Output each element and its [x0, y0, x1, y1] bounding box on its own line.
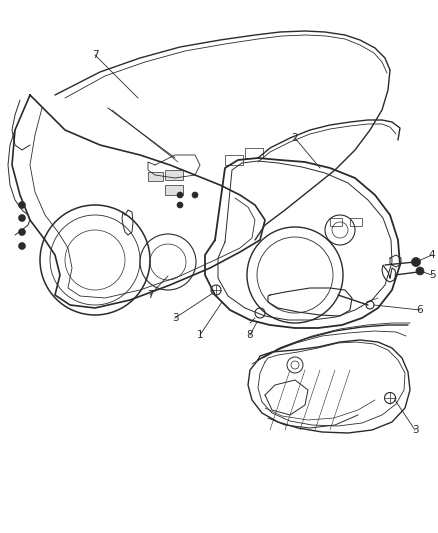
Bar [350, 218, 362, 226]
Bar [165, 170, 183, 180]
Bar [330, 218, 342, 226]
Text: 1: 1 [197, 330, 203, 340]
Circle shape [411, 257, 420, 266]
Circle shape [192, 192, 198, 198]
Circle shape [18, 229, 25, 236]
Text: 8: 8 [247, 330, 253, 340]
Bar [148, 172, 163, 181]
Circle shape [18, 243, 25, 249]
Circle shape [416, 267, 424, 275]
Circle shape [177, 202, 183, 208]
Bar [245, 148, 263, 158]
Text: 3: 3 [412, 425, 418, 435]
Text: 6: 6 [417, 305, 423, 315]
Circle shape [18, 201, 25, 208]
Text: 2: 2 [292, 133, 298, 143]
Circle shape [177, 192, 183, 198]
Text: 7: 7 [92, 50, 98, 60]
Bar [165, 185, 183, 195]
Text: 4: 4 [429, 250, 435, 260]
Bar [225, 155, 243, 165]
Text: 3: 3 [172, 313, 178, 323]
Circle shape [18, 214, 25, 222]
Text: 5: 5 [429, 270, 435, 280]
Text: 7: 7 [147, 290, 153, 300]
